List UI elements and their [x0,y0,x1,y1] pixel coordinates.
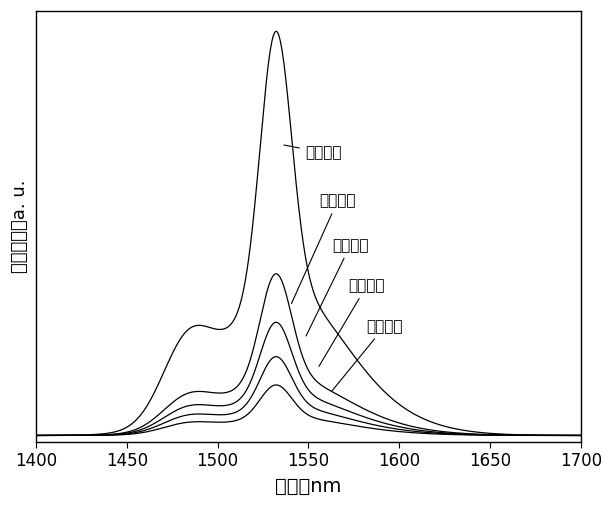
X-axis label: 波长／nm: 波长／nm [275,477,341,496]
Text: 实施例六: 实施例六 [291,194,356,304]
Text: 实施例五: 实施例五 [284,145,341,160]
Text: 实施例八: 实施例八 [319,278,385,367]
Text: 实施例九: 实施例九 [332,319,403,391]
Text: 实施例七: 实施例七 [306,238,368,336]
Y-axis label: 荧光强度／a. u.: 荧光强度／a. u. [11,179,29,273]
